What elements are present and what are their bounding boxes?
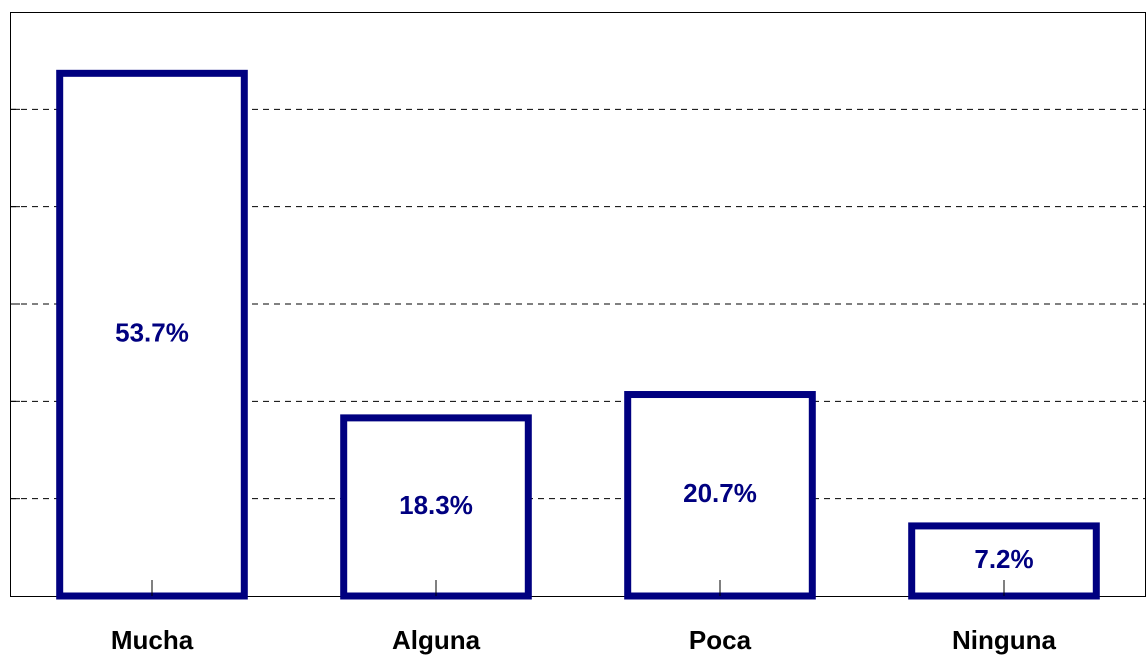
value-label: 20.7% [683, 478, 757, 508]
value-label: 18.3% [399, 490, 473, 520]
value-label: 53.7% [115, 318, 189, 348]
x-tick-label: Ninguna [952, 625, 1057, 655]
x-tick-label: Mucha [111, 625, 194, 655]
value-label: 7.2% [974, 544, 1033, 574]
x-tick-label: Poca [689, 625, 752, 655]
bar [340, 414, 532, 600]
x-tick-label: Alguna [392, 625, 481, 655]
